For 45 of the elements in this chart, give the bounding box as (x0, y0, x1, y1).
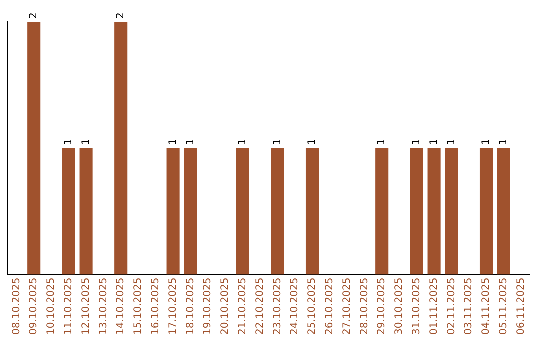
x-tick-label: 13.10.2025 (98, 278, 110, 336)
data-label: 2 (28, 12, 40, 19)
x-tick-label: 02.11.2025 (446, 278, 458, 336)
x-tick-label: 17.10.2025 (168, 278, 179, 336)
x-tick-label: 11.10.2025 (63, 278, 74, 336)
x-tick-label: 08.10.2025 (11, 278, 22, 336)
x-tick-label: 09.10.2025 (28, 278, 40, 336)
x-tick-label: 31.10.2025 (411, 278, 422, 336)
data-label: 1 (498, 138, 510, 146)
x-tick-label: 14.10.2025 (116, 278, 127, 336)
x-tick-label: 27.10.2025 (342, 278, 353, 336)
x-tick-label: 29.10.2025 (376, 278, 388, 336)
data-label: 1 (411, 138, 422, 146)
x-tick-label: 25.10.2025 (307, 278, 318, 336)
x-tick-label: 06.11.2025 (516, 278, 527, 336)
data-label: 1 (80, 138, 92, 146)
data-label: 1 (428, 138, 440, 146)
x-tick-label: 19.10.2025 (202, 278, 214, 336)
x-tick-label: 30.10.2025 (394, 278, 406, 336)
x-tick-label: 01.11.2025 (428, 278, 440, 336)
x-tick-label: 03.11.2025 (464, 278, 475, 336)
data-label: 1 (168, 138, 179, 146)
data-label: 1 (63, 138, 74, 146)
data-label: 1 (307, 138, 318, 146)
x-tick-label: 26.10.2025 (324, 278, 336, 336)
x-tick-label: 04.11.2025 (481, 278, 492, 336)
x-tick-label: 16.10.2025 (150, 278, 162, 336)
x-tick-label: 20.10.2025 (220, 278, 232, 336)
x-tick-label: 21.10.2025 (237, 278, 248, 336)
data-label: 2 (116, 12, 127, 19)
x-tick-label: 18.10.2025 (185, 278, 196, 336)
x-tick-label: 15.10.2025 (133, 278, 144, 336)
x-tick-label: 10.10.2025 (46, 278, 58, 336)
x-tick-label: 28.10.2025 (359, 278, 370, 336)
data-label: 1 (237, 138, 248, 146)
x-tick-label: 22.10.2025 (254, 278, 266, 336)
data-label: 1 (446, 138, 458, 146)
data-label: 1 (376, 138, 388, 146)
data-label: 1 (272, 138, 284, 146)
data-label: 1 (481, 138, 492, 146)
data-label: 1 (185, 138, 196, 146)
x-tick-label: 05.11.2025 (498, 278, 510, 336)
x-tick-label: 24.10.2025 (290, 278, 301, 336)
x-tick-label: 23.10.2025 (272, 278, 284, 336)
x-tick-label: 12.10.2025 (80, 278, 92, 336)
